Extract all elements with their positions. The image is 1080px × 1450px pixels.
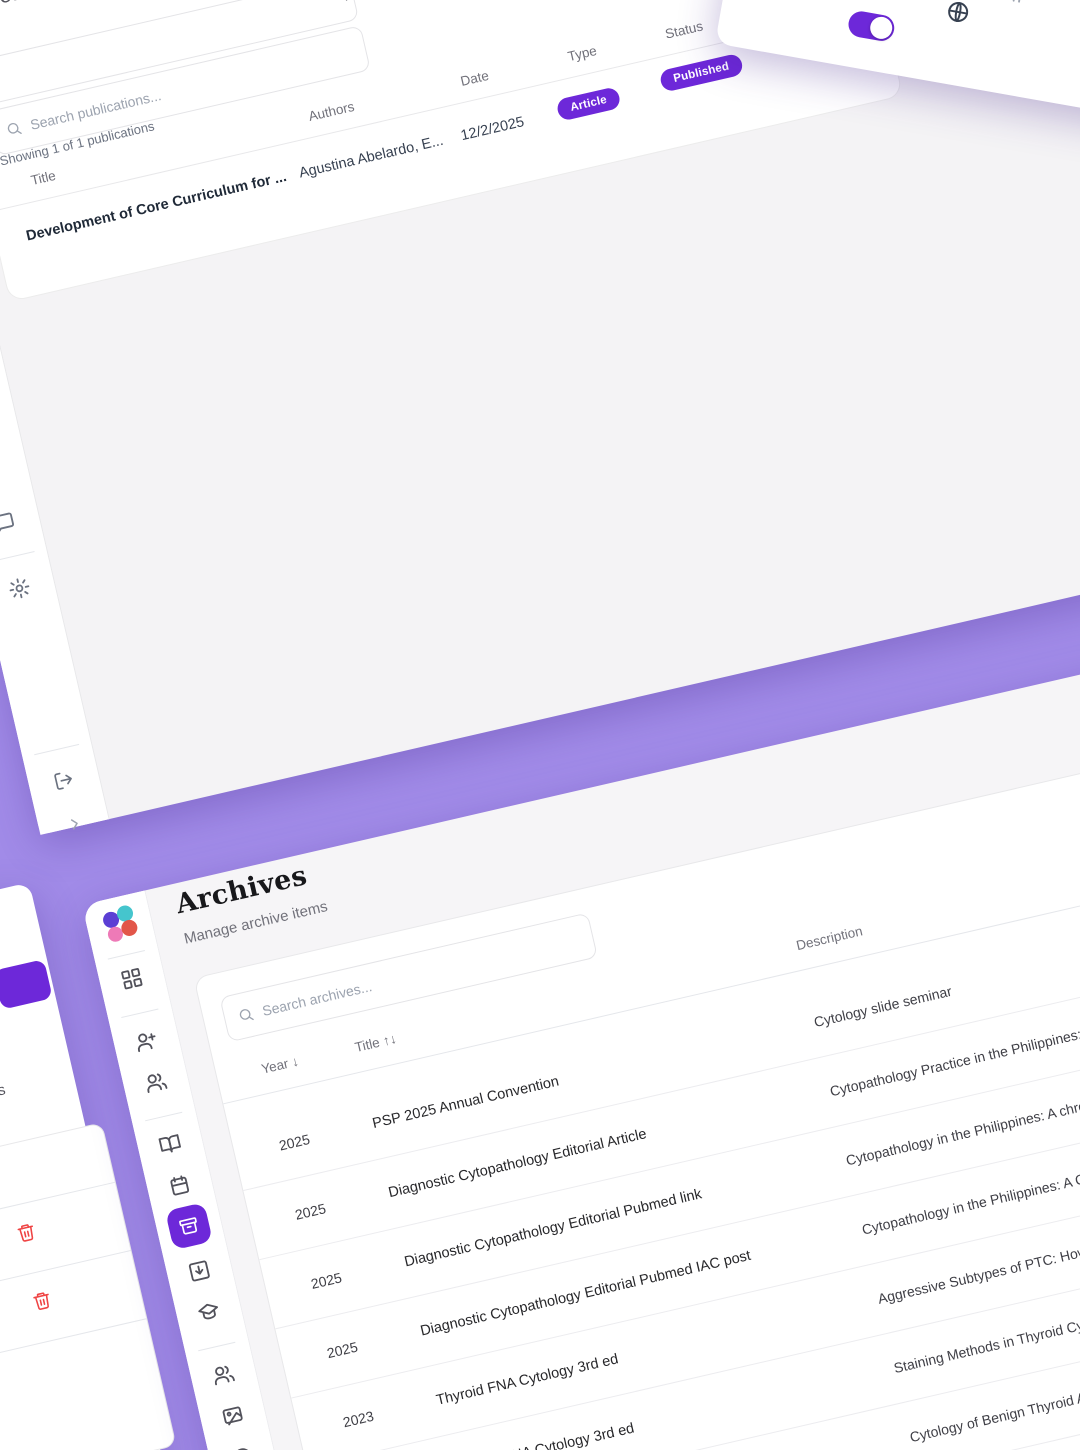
settings-icon[interactable] [6, 575, 32, 601]
cell-year: 2025 [293, 1200, 328, 1223]
cell-status: Published [658, 52, 745, 93]
primary-button[interactable] [0, 959, 53, 1010]
user-plus-icon[interactable] [133, 1028, 159, 1054]
col-year[interactable]: Year ↓ [259, 1053, 301, 1077]
image-icon[interactable] [219, 1402, 245, 1428]
download-icon[interactable] [186, 1258, 212, 1284]
col-description: Description [794, 923, 864, 954]
left-panel: ts [0, 882, 177, 1450]
cell-year: 2025 [277, 1131, 312, 1154]
user-icon[interactable] [999, 0, 1024, 5]
partial-label: ts [0, 1081, 8, 1101]
log-out-icon[interactable] [52, 768, 76, 792]
archives-screen: Archives Manage archive items Search arc… [82, 567, 1080, 1450]
users-icon[interactable] [143, 1069, 169, 1095]
globe-icon[interactable] [944, 0, 972, 26]
users-icon[interactable] [210, 1361, 236, 1387]
archive-icon[interactable] [165, 1202, 213, 1251]
theme-toggle[interactable] [846, 9, 897, 43]
search-icon [236, 1005, 255, 1024]
archives-sidebar [82, 890, 330, 1450]
layout-grid-icon[interactable] [119, 965, 145, 991]
cell-year: 2025 [325, 1338, 360, 1362]
trash-icon[interactable] [25, 1284, 59, 1318]
col-type[interactable]: Type [566, 42, 599, 65]
item-list [0, 1122, 177, 1450]
book-open-icon[interactable] [157, 1131, 183, 1157]
cell-authors: Agustina Abelardo, E... [297, 132, 445, 182]
col-title[interactable]: Title [29, 167, 58, 189]
cell-type: Article [555, 86, 622, 122]
cell-year: 2025 [309, 1269, 344, 1292]
message-square-icon[interactable] [0, 510, 18, 536]
col-date[interactable]: Date [459, 67, 491, 89]
col-status[interactable]: Status [663, 18, 705, 42]
publications-card: Research publications Filters: Search pu… [0, 0, 904, 303]
archives-search-input[interactable]: Search archives... [219, 912, 598, 1043]
cell-date: 12/2/2025 [459, 114, 526, 145]
col-authors[interactable]: Authors [307, 98, 356, 124]
status-badge: Published [658, 52, 745, 93]
filter-dropdown[interactable] [432, 0, 599, 2]
page-title: Research publications [0, 0, 167, 18]
chevron-right-icon[interactable] [64, 813, 86, 835]
cell-year: 2023 [341, 1407, 376, 1431]
calendar-icon[interactable] [166, 1172, 192, 1198]
trash-icon[interactable] [9, 1215, 43, 1249]
search-icon [4, 119, 23, 138]
graduation-cap-icon[interactable] [196, 1299, 222, 1325]
publications-search-input[interactable]: Search publications... [0, 25, 371, 157]
publications-sidebar [0, 0, 110, 835]
app-logo [103, 905, 138, 942]
archives-card: Search archives... Year ↓ Title ↑↓ Descr… [193, 671, 1080, 1450]
message-circle-icon[interactable] [229, 1443, 255, 1450]
search-placeholder: Search archives... [260, 978, 374, 1019]
publications-screen: Research publications Filters: Search pu… [0, 0, 1080, 835]
header-bar [715, 0, 1080, 118]
type-badge: Article [555, 86, 622, 122]
toggle-knob [868, 15, 894, 41]
